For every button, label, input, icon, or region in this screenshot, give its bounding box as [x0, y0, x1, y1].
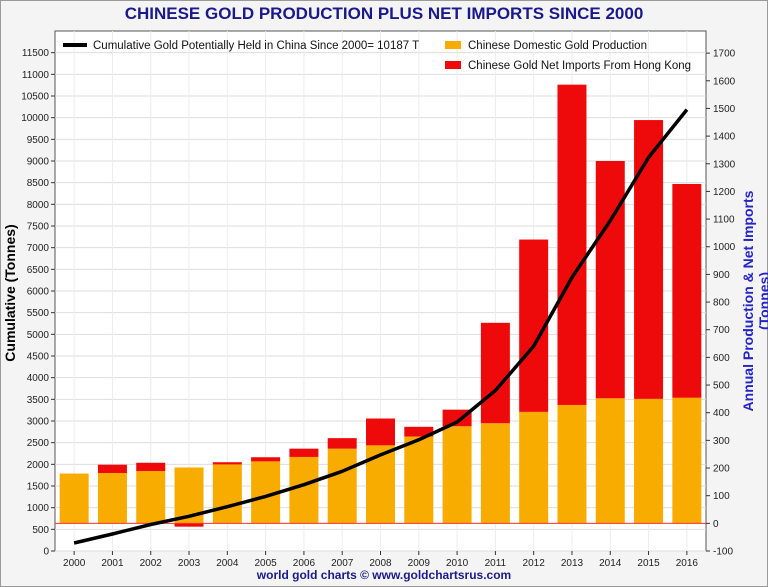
- imports-bar: [672, 183, 702, 398]
- production-bar: [519, 411, 549, 524]
- right-tick-label: 500: [713, 381, 730, 392]
- right-tick-label: 700: [713, 325, 730, 336]
- left-tick-label: 11500: [22, 48, 50, 59]
- imports-bar: [327, 438, 357, 449]
- right-tick-label: 1300: [713, 159, 736, 170]
- x-tick-label: 2002: [140, 558, 163, 569]
- production-bar: [595, 398, 625, 524]
- imports-bar: [251, 457, 281, 462]
- production-bar: [480, 423, 510, 524]
- right-tick-label: 300: [713, 436, 730, 447]
- production-bar: [97, 473, 127, 524]
- production-bar: [136, 471, 166, 524]
- left-tick-label: 1500: [27, 482, 50, 493]
- x-tick-label: 2008: [369, 558, 392, 569]
- production-bar: [212, 464, 242, 524]
- production-bar: [634, 398, 664, 524]
- legend-cumulative-label: Cumulative Gold Potentially Held in Chin…: [93, 40, 419, 52]
- imports-bar: [557, 84, 587, 405]
- production-bar: [59, 473, 89, 524]
- production-bar: [366, 445, 395, 524]
- chart-title: CHINESE GOLD PRODUCTION PLUS NET IMPORTS…: [124, 4, 644, 23]
- imports-bar: [212, 462, 242, 465]
- right-tick-label: 1400: [713, 132, 736, 143]
- left-tick-label: 9000: [27, 157, 50, 168]
- left-tick-label: 1000: [27, 503, 50, 514]
- legend-imports-label: Chinese Gold Net Imports From Hong Kong: [468, 60, 691, 72]
- left-tick-label: 3500: [27, 395, 50, 406]
- left-tick-label: 6000: [27, 287, 50, 298]
- left-tick-label: 11000: [22, 70, 50, 81]
- x-tick-label: 2005: [254, 558, 277, 569]
- production-bar: [672, 397, 702, 524]
- left-tick-label: 10000: [21, 113, 49, 124]
- left-tick-label: 4500: [27, 352, 50, 363]
- cumulative-line: [73, 108, 689, 545]
- left-tick-label: 8000: [27, 200, 50, 211]
- left-tick-label: 7000: [27, 243, 50, 254]
- left-tick-label: 8500: [27, 178, 50, 189]
- legend-production-label: Chinese Domestic Gold Production: [468, 40, 647, 52]
- right-tick-label: 0: [713, 519, 719, 530]
- imports-bar: [480, 322, 510, 424]
- imports-bar: [174, 523, 204, 527]
- imports-bar: [136, 462, 166, 472]
- imports-bar: [404, 426, 434, 437]
- x-tick-label: 2010: [446, 558, 469, 569]
- right-tick-label: 100: [713, 491, 730, 502]
- chart-footer: world gold charts © www.goldchartsrus.co…: [256, 568, 512, 582]
- production-bar: [442, 426, 472, 524]
- right-tick-label: 1200: [713, 187, 736, 198]
- x-tick-label: 2014: [599, 558, 622, 569]
- production-bar: [557, 404, 587, 524]
- left-tick-label: 6500: [27, 265, 50, 276]
- x-tick-label: 2011: [485, 558, 507, 569]
- right-tick-label: 800: [713, 298, 730, 309]
- right-tick-label: 1700: [713, 49, 736, 60]
- right-tick-label: 1500: [713, 104, 736, 115]
- x-tick-label: 2007: [331, 558, 354, 569]
- production-bar: [289, 456, 319, 524]
- x-tick-label: 2013: [561, 558, 584, 569]
- right-tick-label: 600: [713, 353, 730, 364]
- legend-production-swatch: [445, 41, 461, 49]
- imports-bar: [634, 120, 664, 399]
- imports-bar: [97, 464, 127, 473]
- left-tick-label: 9500: [27, 135, 50, 146]
- right-tick-label: 1000: [713, 242, 736, 253]
- right-tick-label: 200: [713, 464, 730, 475]
- left-tick-label: 5500: [27, 308, 50, 319]
- production-bar: [327, 448, 357, 524]
- x-tick-label: 2003: [178, 558, 201, 569]
- imports-bar: [595, 161, 625, 399]
- x-tick-label: 2001: [101, 558, 124, 569]
- legend-imports-swatch: [445, 61, 461, 69]
- x-tick-label: 2006: [293, 558, 316, 569]
- x-tick-label: 2000: [63, 558, 86, 569]
- imports-bar: [289, 448, 319, 457]
- left-tick-label: 7500: [27, 222, 50, 233]
- right-tick-label: 1600: [713, 76, 736, 87]
- x-tick-label: 2004: [216, 558, 239, 569]
- x-tick-label: 2016: [676, 558, 699, 569]
- x-tick-label: 2015: [637, 558, 660, 569]
- left-tick-label: 2500: [27, 438, 50, 449]
- left-tick-label: 0: [43, 547, 49, 558]
- imports-bar: [366, 418, 395, 446]
- x-tick-label: 2009: [408, 558, 431, 569]
- left-tick-label: 4000: [27, 373, 50, 384]
- left-tick-label: 2000: [27, 460, 50, 471]
- right-tick-label: 900: [713, 270, 730, 281]
- left-tick-label: 5000: [27, 330, 50, 341]
- left-tick-label: 10500: [21, 92, 49, 103]
- right-tick-label: 1100: [713, 215, 735, 226]
- left-tick-label: 3000: [27, 417, 50, 428]
- x-tick-label: 2012: [523, 558, 546, 569]
- left-tick-label: 500: [32, 525, 49, 536]
- production-bar: [404, 436, 434, 524]
- right-tick-label: 400: [713, 408, 730, 419]
- right-tick-label: -100: [713, 547, 733, 558]
